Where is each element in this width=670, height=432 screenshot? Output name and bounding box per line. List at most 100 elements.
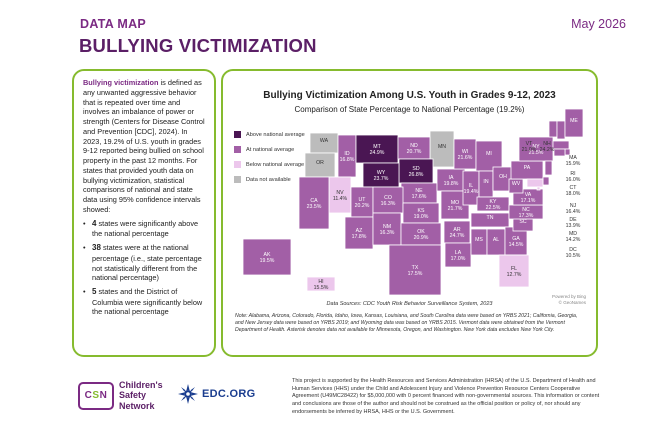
state-value-va: 17.1%	[521, 198, 536, 204]
state-label-wv: WV	[512, 181, 521, 187]
edc-name: EDC.ORG	[202, 388, 256, 400]
state-value-de: 13.9%	[566, 223, 581, 229]
state-value-az: 17.8%	[352, 234, 367, 240]
state-label-fl: FL	[511, 266, 517, 272]
state-value-ok: 20.9%	[414, 235, 429, 241]
state-label-id: ID	[344, 151, 349, 157]
state-wy	[362, 162, 400, 188]
finding-count: 38	[92, 243, 101, 253]
state-label-il: IL	[469, 183, 473, 189]
state-label-ca: CA	[310, 198, 318, 204]
state-label-dc: DC	[569, 247, 577, 253]
legend-item: Data not available	[234, 176, 305, 183]
state-value-la: 17.0%	[451, 256, 466, 262]
state-value-nd: 20.7%	[407, 149, 422, 155]
csn-initial-s: S	[92, 390, 100, 402]
state-label-or: OR	[316, 160, 324, 166]
state-value-ar: 24.7%	[450, 233, 465, 239]
page-title: BULLYING VICTIMIZATION	[79, 35, 317, 56]
state-value-nj: 16.4%	[566, 209, 581, 215]
state-value-co: 16.3%	[381, 201, 396, 207]
state-nj	[544, 160, 553, 176]
state-label-nh: NH	[543, 141, 551, 147]
definition-text: Bullying victimization is defined as any…	[83, 78, 207, 215]
legend-swatch	[234, 161, 241, 168]
funding-disclaimer: This project is supported by the Health …	[292, 378, 600, 415]
state-label-wi: WI	[462, 149, 468, 155]
state-label-hi: HI	[318, 279, 323, 285]
state-label-mo: MO	[451, 200, 459, 206]
map-panel: Bullying Victimization Among U.S. Youth …	[221, 69, 598, 357]
state-value-fl: 12.7%	[507, 272, 522, 278]
legend-label: Below national average	[246, 161, 305, 168]
csn-name-line: Children's	[119, 380, 163, 390]
findings-list: 4 states were significantly above the na…	[83, 219, 207, 317]
state-value-wy: 23.7%	[374, 176, 389, 182]
state-de	[542, 176, 550, 186]
map-legend: Above national average At national avera…	[234, 131, 305, 191]
state-value-nm: 16.3%	[380, 230, 395, 236]
state-label-tn: TN	[487, 215, 494, 221]
state-label-md: MD	[569, 231, 577, 237]
state-label-vt: VT	[526, 141, 533, 147]
state-value-ca: 23.5%	[307, 204, 322, 210]
state-label-mn: MN	[438, 144, 446, 150]
state-value-wi: 21.6%	[458, 155, 473, 161]
state-tn	[470, 212, 510, 228]
attribution-bing: Powered by Bing	[551, 294, 586, 299]
csn-name-line: Network	[119, 400, 155, 411]
state-ak	[242, 238, 292, 276]
state-label-ut: UT	[359, 197, 367, 203]
legend-item: At national average	[234, 146, 305, 153]
legend-label: At national average	[246, 146, 295, 153]
state-label-ia: IA	[449, 175, 454, 181]
attribution-geonames: © GeoNames	[558, 299, 586, 305]
csn-initial-c: C	[84, 390, 93, 402]
state-mn	[429, 130, 455, 168]
state-value-ne: 17.6%	[412, 194, 427, 200]
state-label-nv: NV	[336, 190, 344, 196]
legend-label: Above national average	[246, 131, 305, 138]
finding-text: states and the District of Columbia were…	[92, 287, 203, 317]
state-label-sd: SD	[412, 166, 419, 172]
state-value-dc: 10.5%	[566, 253, 581, 259]
state-value-ky: 22.5%	[486, 205, 501, 211]
state-label-oh: OH	[499, 174, 507, 180]
state-label-ma: MA	[569, 155, 577, 161]
edc-starburst-icon	[178, 384, 198, 404]
state-dc	[536, 186, 541, 191]
state-ky	[476, 196, 510, 212]
state-label-ms: MS	[475, 237, 483, 243]
legend-item: Above national average	[234, 131, 305, 138]
state-label-nj: NJ	[570, 203, 577, 209]
legend-swatch	[234, 146, 241, 153]
state-ct	[553, 148, 566, 157]
state-value-hi: 15.5%	[314, 285, 329, 291]
state-label-co: CO	[384, 195, 392, 201]
state-label-mt: MT	[373, 144, 381, 150]
data-sources: Data Sources: CDC Youth Risk Behavior Su…	[326, 301, 493, 307]
state-hi	[306, 276, 336, 292]
map-attribution: Powered by Bing © GeoNames	[552, 294, 586, 306]
state-vt	[548, 120, 558, 138]
state-value-nv: 11.4%	[333, 196, 348, 202]
state-label-wy: WY	[377, 170, 386, 176]
map-note: Note: Alabama, Arizona, Colorado, Florid…	[235, 313, 578, 334]
state-value-il: 19.4%	[464, 189, 479, 195]
state-label-ky: KY	[490, 199, 497, 205]
state-value-mt: 24.9%	[370, 150, 385, 156]
state-la	[444, 242, 472, 268]
finding-item: 38 states were at the national percentag…	[83, 243, 207, 283]
state-tx	[388, 244, 442, 296]
state-label-ne: NE	[415, 188, 423, 194]
legend-item: Below national average	[234, 161, 305, 168]
csn-initial-n: N	[99, 390, 108, 402]
state-label-sc: SC	[519, 219, 526, 225]
state-label-va: VA	[525, 192, 532, 198]
state-value-sd: 26.8%	[409, 172, 424, 178]
state-label-nc: NC	[522, 207, 530, 213]
state-value-ut: 20.2%	[355, 203, 370, 209]
